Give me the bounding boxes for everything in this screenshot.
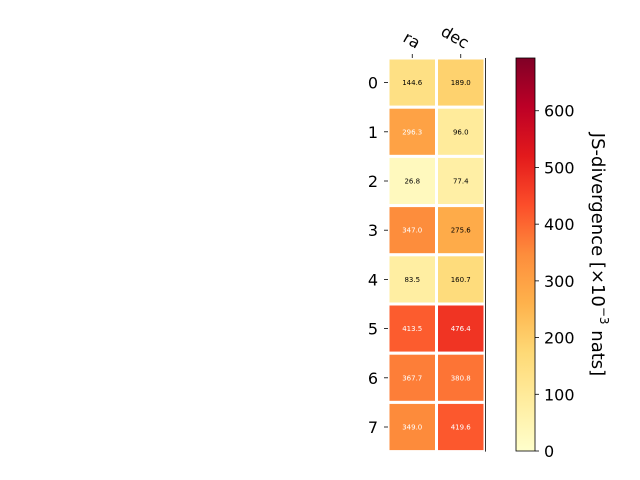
x-tick-label: ra [400, 28, 424, 53]
y-tick-label: 4 [368, 270, 378, 289]
colorbar-tick-label: 0 [544, 442, 554, 461]
cell-value-label: 476.4 [451, 325, 472, 333]
colorbar-tick-label: 300 [544, 272, 575, 291]
cell-value-label: 413.5 [402, 325, 422, 333]
cell-value-label: 77.4 [453, 178, 469, 186]
y-tick-label: 7 [368, 418, 378, 437]
cell-value-label: 83.5 [404, 276, 420, 284]
heatmap-cell [435, 105, 487, 158]
y-tick-label: 3 [368, 221, 378, 240]
colorbar: 0 100 200 300 400 500 600 JS-divergence [×10−3 … [515, 57, 611, 461]
y-tick-label: 1 [368, 123, 378, 142]
colorbar-tick-label: 400 [544, 215, 575, 234]
colorbar-tick-label: 500 [544, 158, 575, 177]
cell-value-label: 189.0 [451, 79, 471, 87]
colorbar-tick-label: 200 [544, 329, 575, 348]
cell-value-label: 96.0 [453, 128, 469, 136]
cell-value-label: 275.6 [451, 227, 472, 235]
y-tick-label: 0 [368, 74, 378, 93]
cell-value-label: 367.7 [402, 374, 422, 382]
cell-value-label: 380.8 [451, 374, 471, 382]
cell-value-label: 160.7 [451, 276, 471, 284]
heatmap-cell [435, 154, 487, 208]
colorbar-tick-label: 600 [544, 102, 575, 121]
y-tick-label: 6 [368, 369, 378, 388]
cell-value-label: 419.6 [451, 424, 472, 432]
cell-value-label: 26.8 [404, 178, 420, 186]
cell-value-label: 296.3 [402, 128, 422, 136]
heatmap-cell [435, 400, 487, 454]
colorbar-label: JS-divergence [×10−3 nats] [587, 132, 611, 376]
y-tick-label: 5 [368, 320, 378, 339]
heatmap-cell [435, 204, 487, 257]
cell-value-label: 347.0 [402, 227, 422, 235]
colorbar-tick-label: 100 [544, 385, 575, 404]
colorbar-gradient [515, 57, 536, 452]
cell-value-label: 144.6 [402, 79, 423, 87]
heatmap-grid: 144.6 189.0 296.3 96.0 26.8 77.4 347.0 275.6 83.… [386, 56, 487, 454]
y-tick-label: 2 [368, 172, 378, 191]
cell-value-label: 349.0 [402, 424, 422, 432]
x-tick-label: dec [438, 22, 472, 53]
heatmap-cell [435, 253, 487, 306]
